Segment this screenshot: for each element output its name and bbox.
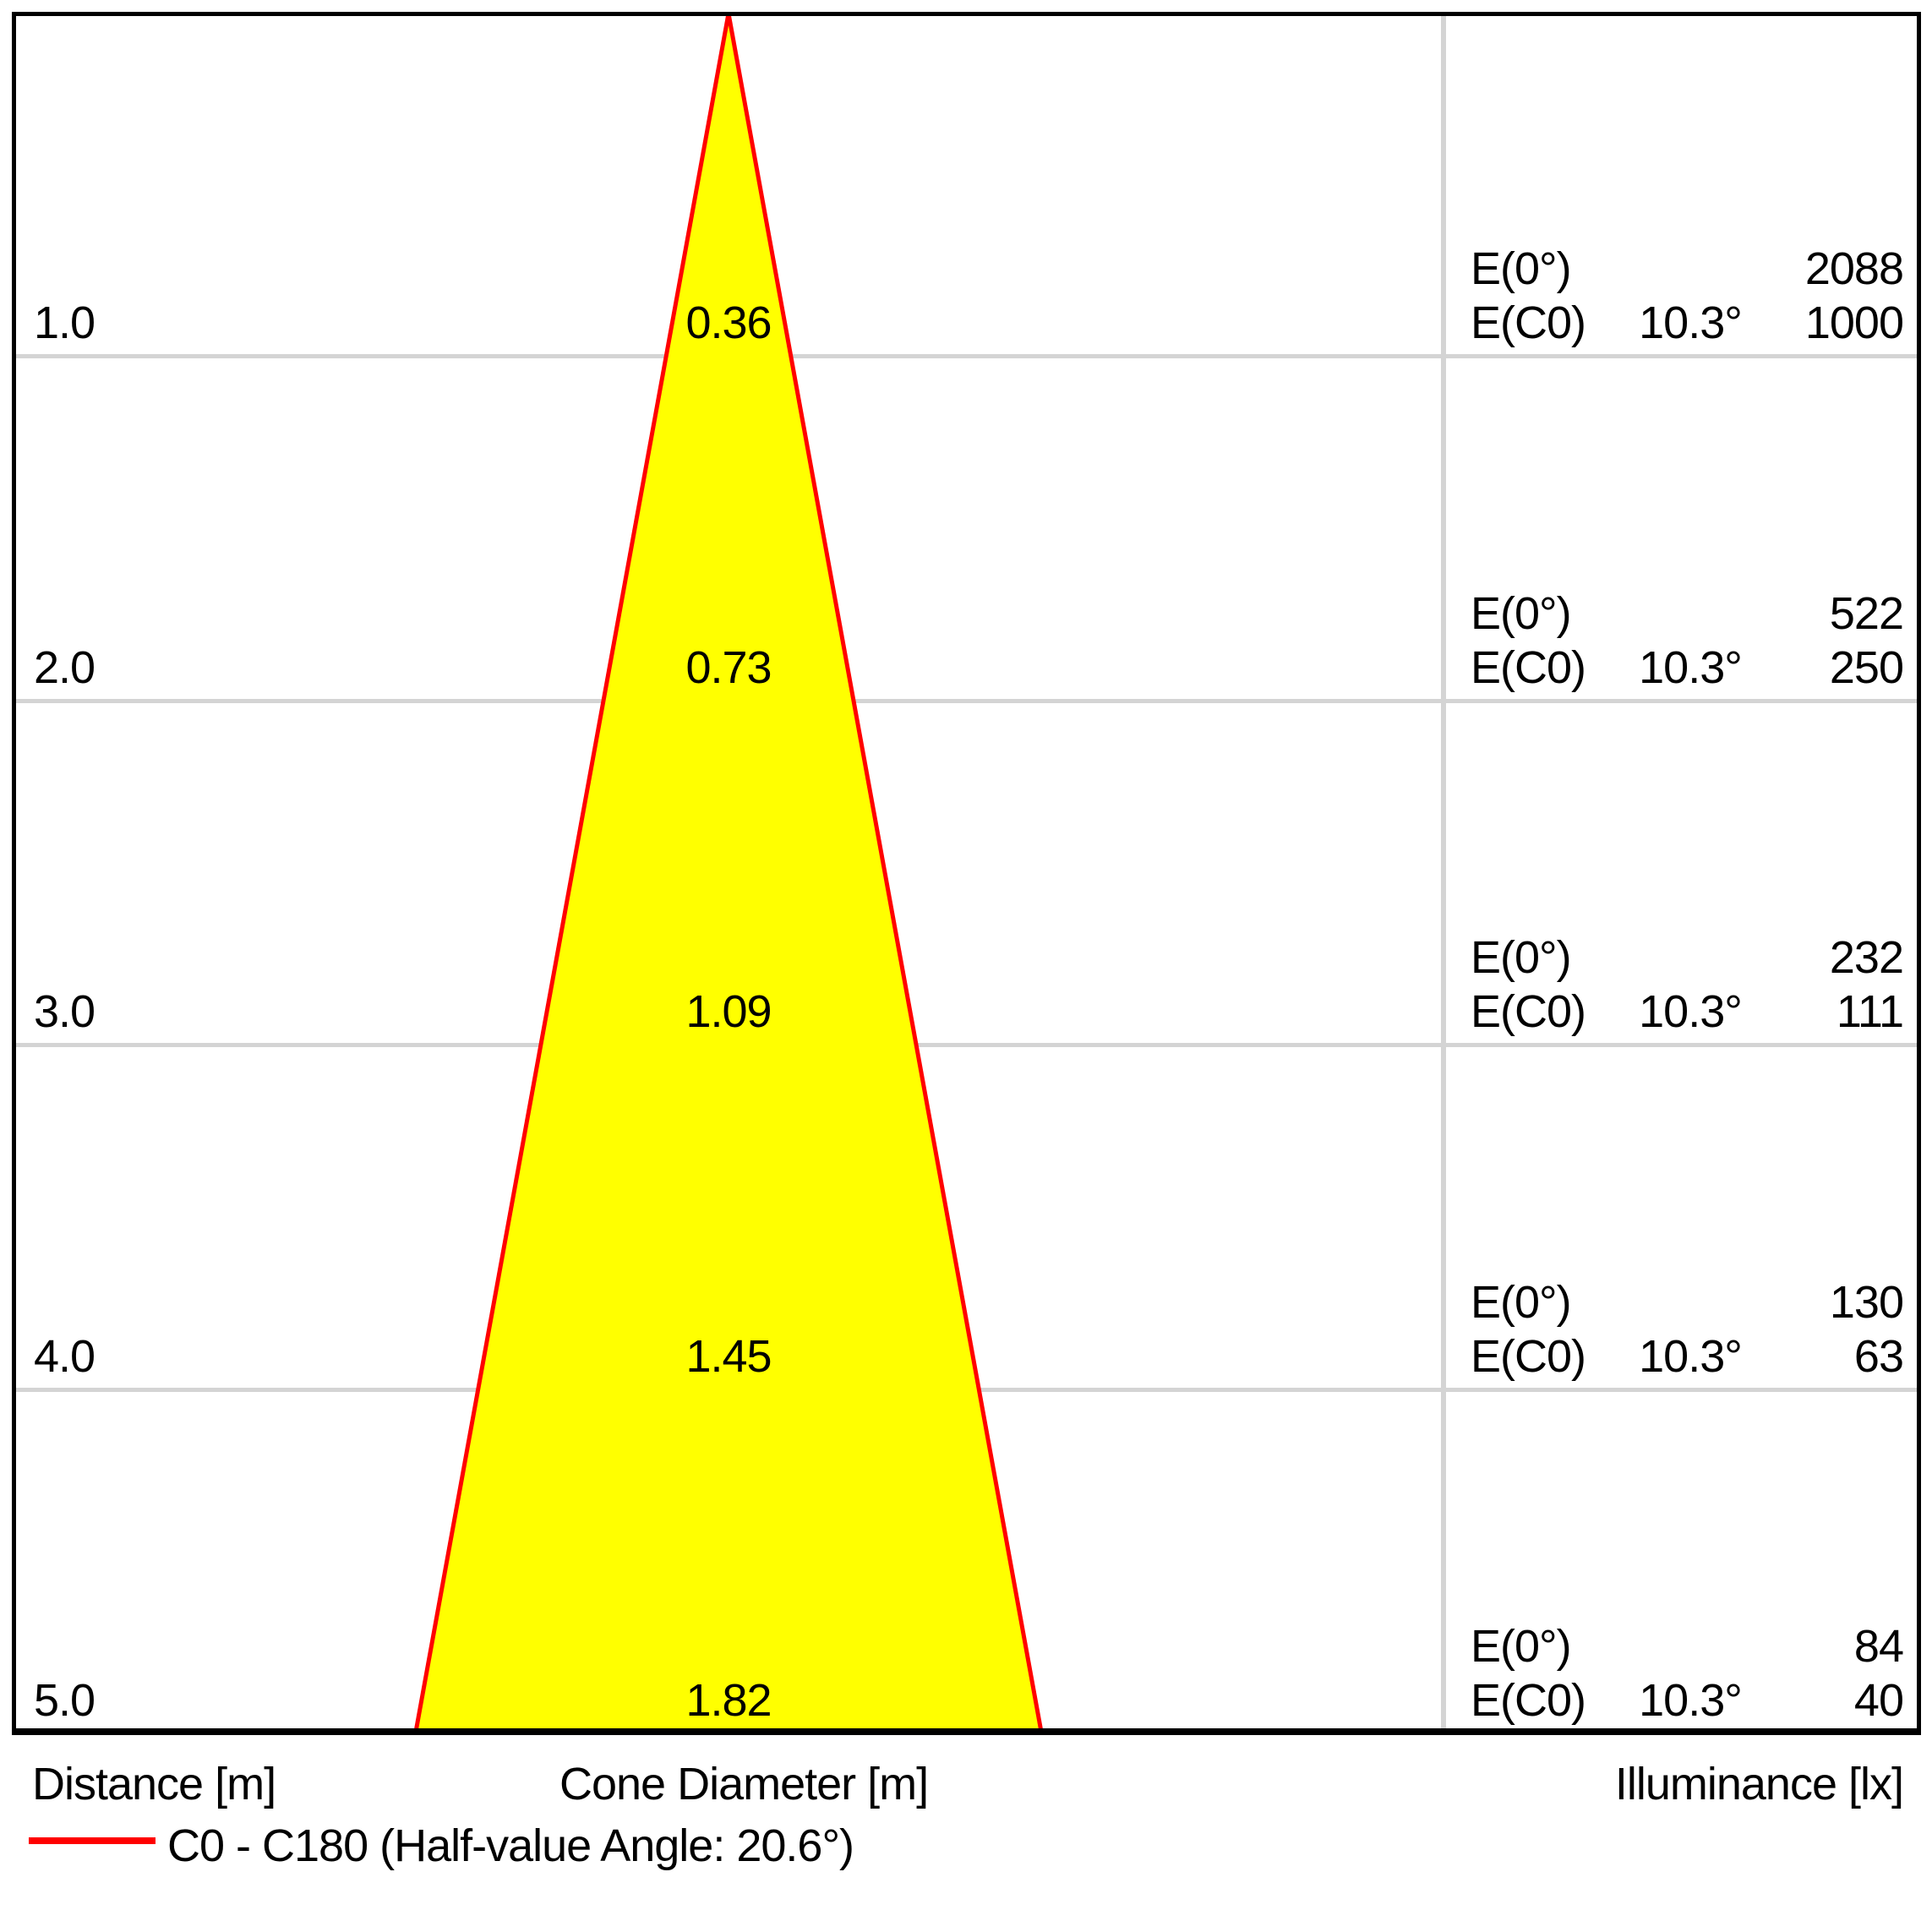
ec0-value: 63 [1853, 1331, 1904, 1382]
ec0-angle: 10.3° [1639, 1331, 1743, 1382]
e0-label: E(0°) [1471, 932, 1572, 983]
gridline-3m [16, 1043, 1917, 1047]
e0-row-1: E(0°) 2088 [1471, 243, 1904, 294]
e0-label: E(0°) [1471, 1621, 1572, 1672]
cone-diameter-label-2: 0.73 [685, 642, 772, 693]
ec0-angle: 10.3° [1639, 1675, 1743, 1726]
illuminance-axis-title: Illuminance [lx] [1614, 1759, 1904, 1809]
e0-label: E(0°) [1471, 243, 1572, 294]
e0-row-4: E(0°) 130 [1471, 1277, 1904, 1328]
distance-label-5: 5.0 [34, 1675, 96, 1726]
cone-diameter-axis-title: Cone Diameter [m] [559, 1759, 929, 1809]
ec0-angle: 10.3° [1639, 297, 1743, 348]
distance-label-4: 4.0 [34, 1331, 96, 1382]
cone-diameter-label-4: 1.45 [685, 1331, 772, 1382]
e0-value: 2088 [1804, 243, 1904, 294]
distance-label-1: 1.0 [34, 297, 96, 348]
cone-diameter-label-1: 0.36 [685, 297, 772, 348]
light-cone-left-edge [413, 13, 731, 1733]
distance-label-2: 2.0 [34, 642, 96, 693]
ec0-value: 1000 [1804, 297, 1904, 348]
gridline-2m [16, 699, 1917, 703]
e0-row-3: E(0°) 232 [1471, 932, 1904, 983]
ec0-row-2: E(C0) 10.3° 250 [1471, 642, 1904, 693]
ec0-label: E(C0) [1471, 297, 1586, 348]
cone-diameter-label-5: 1.82 [685, 1675, 772, 1726]
distance-label-3: 3.0 [34, 986, 96, 1037]
ec0-value: 111 [1836, 986, 1904, 1037]
ec0-angle: 10.3° [1639, 986, 1743, 1037]
ec0-label: E(C0) [1471, 642, 1586, 693]
ec0-label: E(C0) [1471, 1331, 1586, 1382]
e0-row-2: E(0°) 522 [1471, 588, 1904, 639]
ec0-row-4: E(C0) 10.3° 63 [1471, 1331, 1904, 1382]
ec0-label: E(C0) [1471, 986, 1586, 1037]
ec0-row-5: E(C0) 10.3° 40 [1471, 1675, 1904, 1726]
e0-value: 522 [1829, 588, 1904, 639]
ec0-label: E(C0) [1471, 1675, 1586, 1726]
e0-value: 84 [1853, 1621, 1904, 1672]
ec0-row-1: E(C0) 10.3° 1000 [1471, 297, 1904, 348]
e0-value: 232 [1829, 932, 1904, 983]
cone-diameter-label-3: 1.09 [685, 986, 772, 1037]
e0-row-5: E(0°) 84 [1471, 1621, 1904, 1672]
ec0-value: 250 [1829, 642, 1904, 693]
light-cone-right-edge [726, 13, 1044, 1733]
ec0-row-3: E(C0) 10.3° 111 [1471, 986, 1904, 1037]
legend-label: C0 - C180 (Half-value Angle: 20.6°) [167, 1820, 854, 1871]
e0-label: E(0°) [1471, 1277, 1572, 1328]
panel-divider [1441, 16, 1446, 1728]
legend-line-swatch [29, 1837, 156, 1844]
ec0-angle: 10.3° [1639, 642, 1743, 693]
e0-value: 130 [1829, 1277, 1904, 1328]
ec0-value: 40 [1853, 1675, 1904, 1726]
distance-axis-title: Distance [m] [32, 1759, 276, 1809]
e0-label: E(0°) [1471, 588, 1572, 639]
light-cone-fill [416, 14, 1041, 1732]
gridline-1m [16, 354, 1917, 358]
